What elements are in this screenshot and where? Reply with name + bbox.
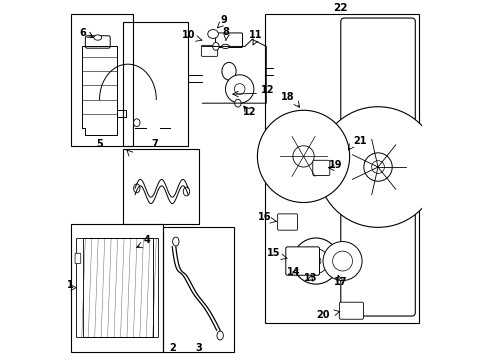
- Ellipse shape: [134, 184, 140, 193]
- Text: 12: 12: [243, 107, 256, 117]
- Ellipse shape: [134, 119, 140, 127]
- FancyBboxPatch shape: [278, 214, 297, 230]
- Circle shape: [323, 242, 362, 280]
- Text: 7: 7: [151, 139, 158, 149]
- Ellipse shape: [183, 187, 190, 196]
- Text: 11: 11: [249, 30, 262, 40]
- Ellipse shape: [221, 44, 229, 49]
- Ellipse shape: [213, 42, 219, 50]
- FancyBboxPatch shape: [313, 160, 330, 176]
- Text: 15: 15: [267, 248, 280, 258]
- Text: 17: 17: [334, 277, 347, 287]
- Polygon shape: [202, 39, 266, 103]
- Text: 8: 8: [223, 27, 230, 37]
- Text: 22: 22: [334, 3, 348, 13]
- Ellipse shape: [235, 99, 241, 107]
- Text: 9: 9: [220, 15, 227, 24]
- Text: 19: 19: [329, 160, 343, 170]
- Ellipse shape: [222, 62, 236, 80]
- Ellipse shape: [94, 35, 101, 40]
- FancyBboxPatch shape: [286, 247, 319, 275]
- Circle shape: [311, 256, 321, 266]
- Circle shape: [333, 251, 352, 271]
- FancyBboxPatch shape: [341, 18, 416, 316]
- Circle shape: [371, 161, 385, 174]
- Circle shape: [225, 75, 254, 103]
- FancyBboxPatch shape: [75, 253, 81, 264]
- Bar: [265, 14, 419, 323]
- Bar: [82, 238, 153, 337]
- Circle shape: [318, 107, 439, 228]
- FancyBboxPatch shape: [201, 45, 218, 57]
- Text: 3: 3: [196, 343, 202, 353]
- Bar: [122, 22, 188, 146]
- Text: 2: 2: [169, 343, 175, 353]
- Text: 1: 1: [67, 280, 74, 290]
- Ellipse shape: [172, 237, 179, 246]
- FancyBboxPatch shape: [216, 33, 243, 48]
- Bar: [71, 224, 163, 351]
- Bar: [76, 238, 83, 337]
- Text: 12: 12: [261, 85, 274, 95]
- Circle shape: [364, 153, 392, 181]
- Text: 10: 10: [182, 30, 196, 40]
- Bar: [71, 14, 133, 146]
- Bar: [153, 238, 158, 337]
- Circle shape: [234, 84, 245, 94]
- Text: 16: 16: [258, 212, 271, 222]
- FancyBboxPatch shape: [85, 36, 110, 48]
- Ellipse shape: [208, 30, 219, 39]
- Ellipse shape: [217, 331, 223, 340]
- Circle shape: [257, 110, 350, 203]
- Text: 20: 20: [317, 310, 330, 320]
- Text: 6: 6: [79, 28, 86, 38]
- Text: 21: 21: [353, 136, 367, 146]
- Circle shape: [293, 146, 314, 167]
- Bar: [163, 228, 234, 351]
- Text: 14: 14: [287, 267, 300, 277]
- Text: 13: 13: [304, 273, 318, 283]
- Circle shape: [303, 249, 328, 274]
- Text: 18: 18: [281, 92, 294, 102]
- Circle shape: [293, 238, 339, 284]
- FancyBboxPatch shape: [340, 302, 364, 319]
- Text: 4: 4: [144, 235, 151, 245]
- Text: 5: 5: [96, 139, 103, 149]
- Polygon shape: [82, 46, 117, 135]
- Bar: [122, 149, 199, 224]
